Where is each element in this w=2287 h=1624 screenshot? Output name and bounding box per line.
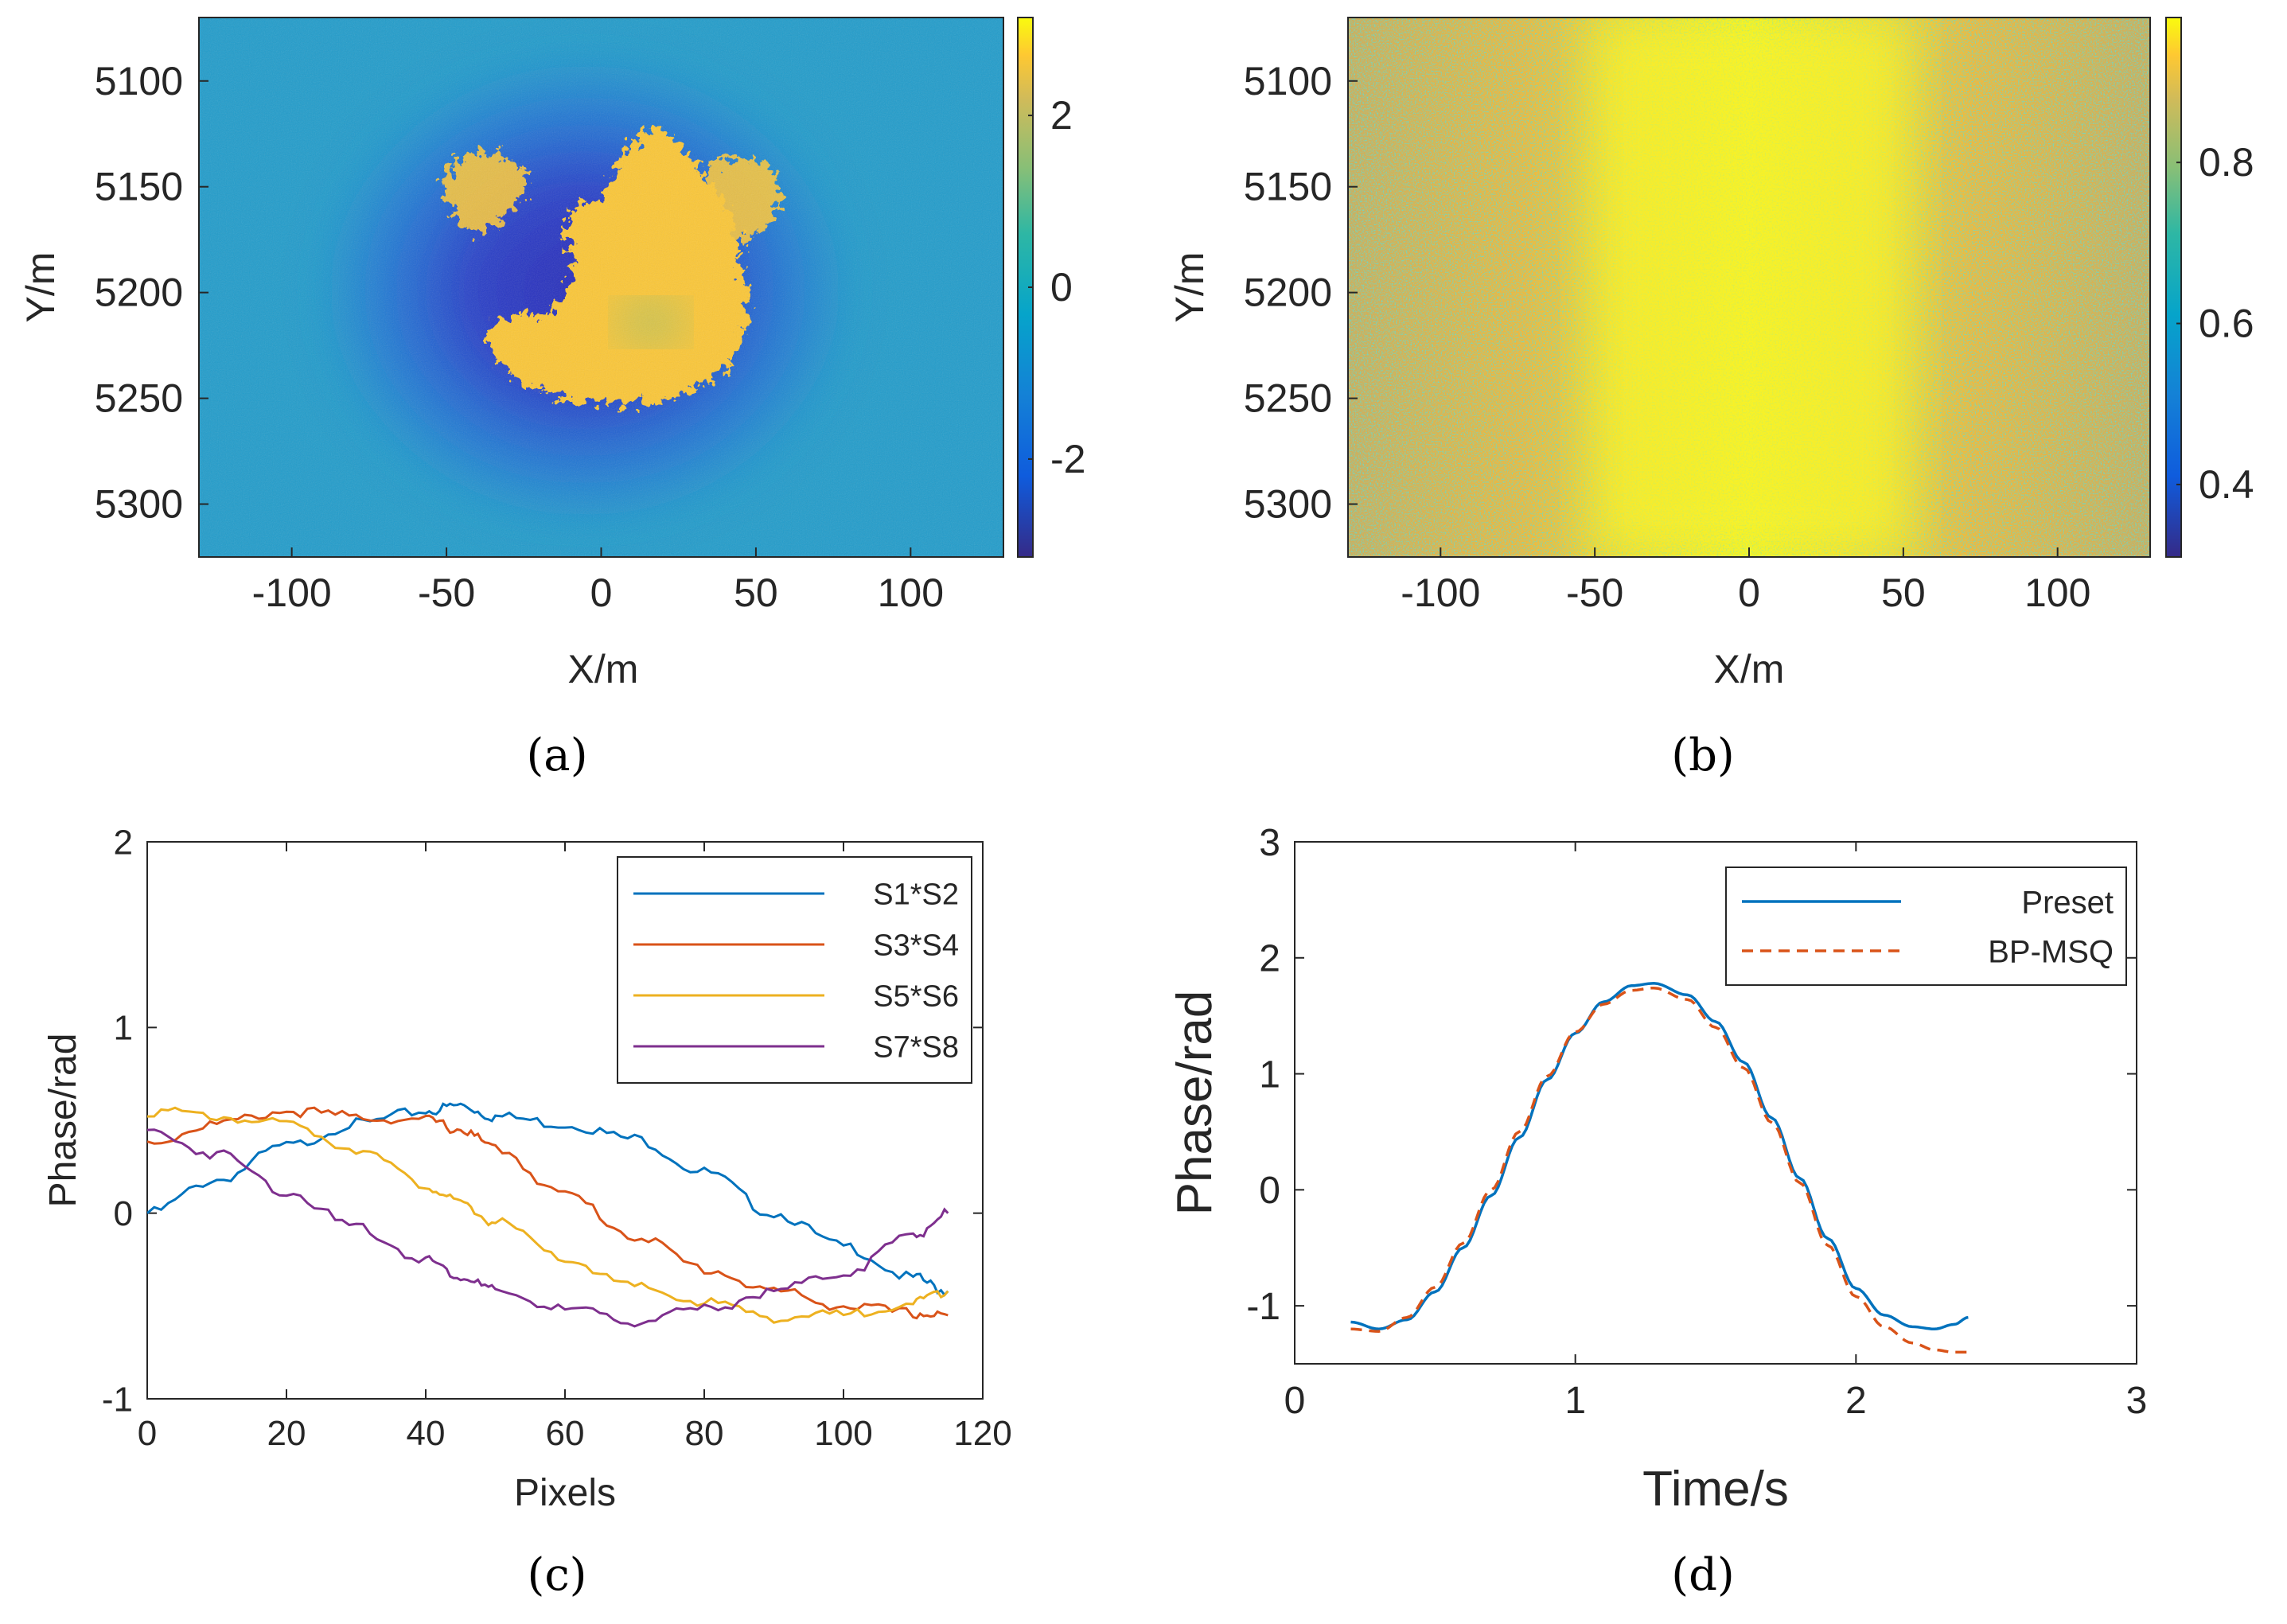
y-tick-label: -1 bbox=[1246, 1286, 1280, 1328]
x-tick-label: -50 bbox=[418, 571, 475, 615]
x-tick-label: 100 bbox=[2024, 571, 2090, 615]
panel-d-ylabel: Phase/rad bbox=[1167, 991, 1222, 1216]
series-line-s7-s8 bbox=[147, 1128, 949, 1328]
x-tick-label: 3 bbox=[2126, 1380, 2148, 1422]
y-tick-label: 0 bbox=[114, 1194, 133, 1233]
y-tick-label: 5200 bbox=[1244, 271, 1332, 315]
panel-d-axes-box bbox=[1294, 841, 2137, 1365]
panel-b-xlabel: X/m bbox=[1714, 647, 1785, 691]
colorbar-tick-label: 2 bbox=[1050, 93, 1073, 138]
series-line-bp-msq bbox=[1350, 986, 1969, 1354]
y-tick-label: 5200 bbox=[95, 271, 183, 315]
panel-d: -1 0 1 2 3 0 1 2 3 Preset BP-MSQ Time/s Phase/rad… bbox=[1167, 822, 2147, 1601]
x-tick-label: 2 bbox=[1845, 1380, 1867, 1422]
series-line-s5-s6 bbox=[147, 1106, 949, 1324]
y-tick-label: 2 bbox=[1259, 938, 1280, 980]
colorbar-tick-label: 0.4 bbox=[2199, 462, 2254, 507]
x-tick-label: 40 bbox=[407, 1414, 446, 1453]
panel-b-caption: (b) bbox=[1671, 730, 1735, 781]
y-tick-label: 1 bbox=[114, 1009, 133, 1048]
legend-label: Preset bbox=[2021, 885, 2114, 920]
legend-label: S7*S8 bbox=[873, 1031, 959, 1065]
series-line-preset bbox=[1350, 982, 1969, 1331]
legend-label: S5*S6 bbox=[873, 980, 959, 1014]
panel-a-ylabel: Y/m bbox=[18, 252, 63, 323]
x-tick-label: 0 bbox=[1284, 1380, 1306, 1422]
x-tick-label: -100 bbox=[252, 571, 332, 615]
colorbar-tick-label: 0 bbox=[1050, 265, 1073, 310]
x-tick-label: 60 bbox=[546, 1414, 585, 1453]
legend-label: BP-MSQ bbox=[1988, 934, 2114, 969]
panel-b-heatmap bbox=[1348, 18, 2150, 557]
y-tick-label: 5100 bbox=[1244, 59, 1332, 103]
y-tick-label: 0 bbox=[1259, 1170, 1280, 1212]
x-tick-label: 100 bbox=[878, 571, 944, 615]
x-tick-label: 120 bbox=[953, 1414, 1011, 1453]
x-tick-label: 50 bbox=[1881, 571, 1926, 615]
panel-b-colorbar bbox=[2166, 18, 2181, 557]
y-tick-label: 5100 bbox=[95, 59, 183, 103]
x-tick-label: 50 bbox=[734, 571, 778, 615]
y-tick-label: 2 bbox=[114, 823, 133, 862]
colorbar-tick-label: -2 bbox=[1050, 437, 1085, 481]
x-tick-label: 100 bbox=[814, 1414, 872, 1453]
colorbar-tick-label: 0.6 bbox=[2199, 302, 2254, 346]
x-tick-label: 0 bbox=[138, 1414, 157, 1453]
y-tick-label: 5300 bbox=[95, 482, 183, 527]
panel-c-ylabel: Phase/rad bbox=[42, 1034, 84, 1208]
legend-label: S3*S4 bbox=[873, 929, 959, 963]
x-tick-label: 0 bbox=[590, 571, 613, 615]
x-tick-label: 80 bbox=[685, 1414, 724, 1453]
y-tick-label: -1 bbox=[102, 1380, 133, 1419]
panel-d-xlabel: Time/s bbox=[1642, 1462, 1789, 1517]
colorbar-tick-label: 0.8 bbox=[2199, 140, 2254, 185]
panel-a-caption: (a) bbox=[526, 730, 587, 781]
panel-c-caption: (c) bbox=[527, 1549, 586, 1601]
panel-b-ylabel: Y/m bbox=[1167, 252, 1212, 323]
panel-a-xlabel: X/m bbox=[568, 647, 639, 691]
series-line-s1-s2 bbox=[147, 1102, 949, 1297]
y-tick-label: 5300 bbox=[1244, 482, 1332, 527]
x-tick-label: 0 bbox=[1738, 571, 1760, 615]
x-tick-label: -100 bbox=[1401, 571, 1480, 615]
series-line-s3-s4 bbox=[147, 1106, 949, 1320]
panel-c-xlabel: Pixels bbox=[514, 1472, 616, 1514]
y-tick-label: 5250 bbox=[1244, 376, 1332, 421]
y-tick-label: 5150 bbox=[95, 165, 183, 209]
y-tick-label: 5250 bbox=[95, 376, 183, 421]
y-tick-label: 5150 bbox=[1244, 165, 1332, 209]
x-tick-label: -50 bbox=[1566, 571, 1623, 615]
panel-b: 5100 5150 5200 5250 5300 -100 -50 0 50 100 0.4 0.… bbox=[1167, 17, 2254, 781]
panel-a-heatmap bbox=[199, 18, 1003, 557]
y-tick-label: 3 bbox=[1259, 822, 1280, 864]
x-tick-label: 20 bbox=[267, 1414, 306, 1453]
panel-a-colorbar bbox=[1018, 18, 1033, 557]
y-tick-label: 1 bbox=[1259, 1053, 1280, 1096]
panel-d-caption: (d) bbox=[1671, 1549, 1735, 1601]
legend-box bbox=[1725, 867, 2127, 986]
legend-label: S1*S2 bbox=[873, 878, 959, 912]
x-tick-label: 1 bbox=[1564, 1380, 1586, 1422]
